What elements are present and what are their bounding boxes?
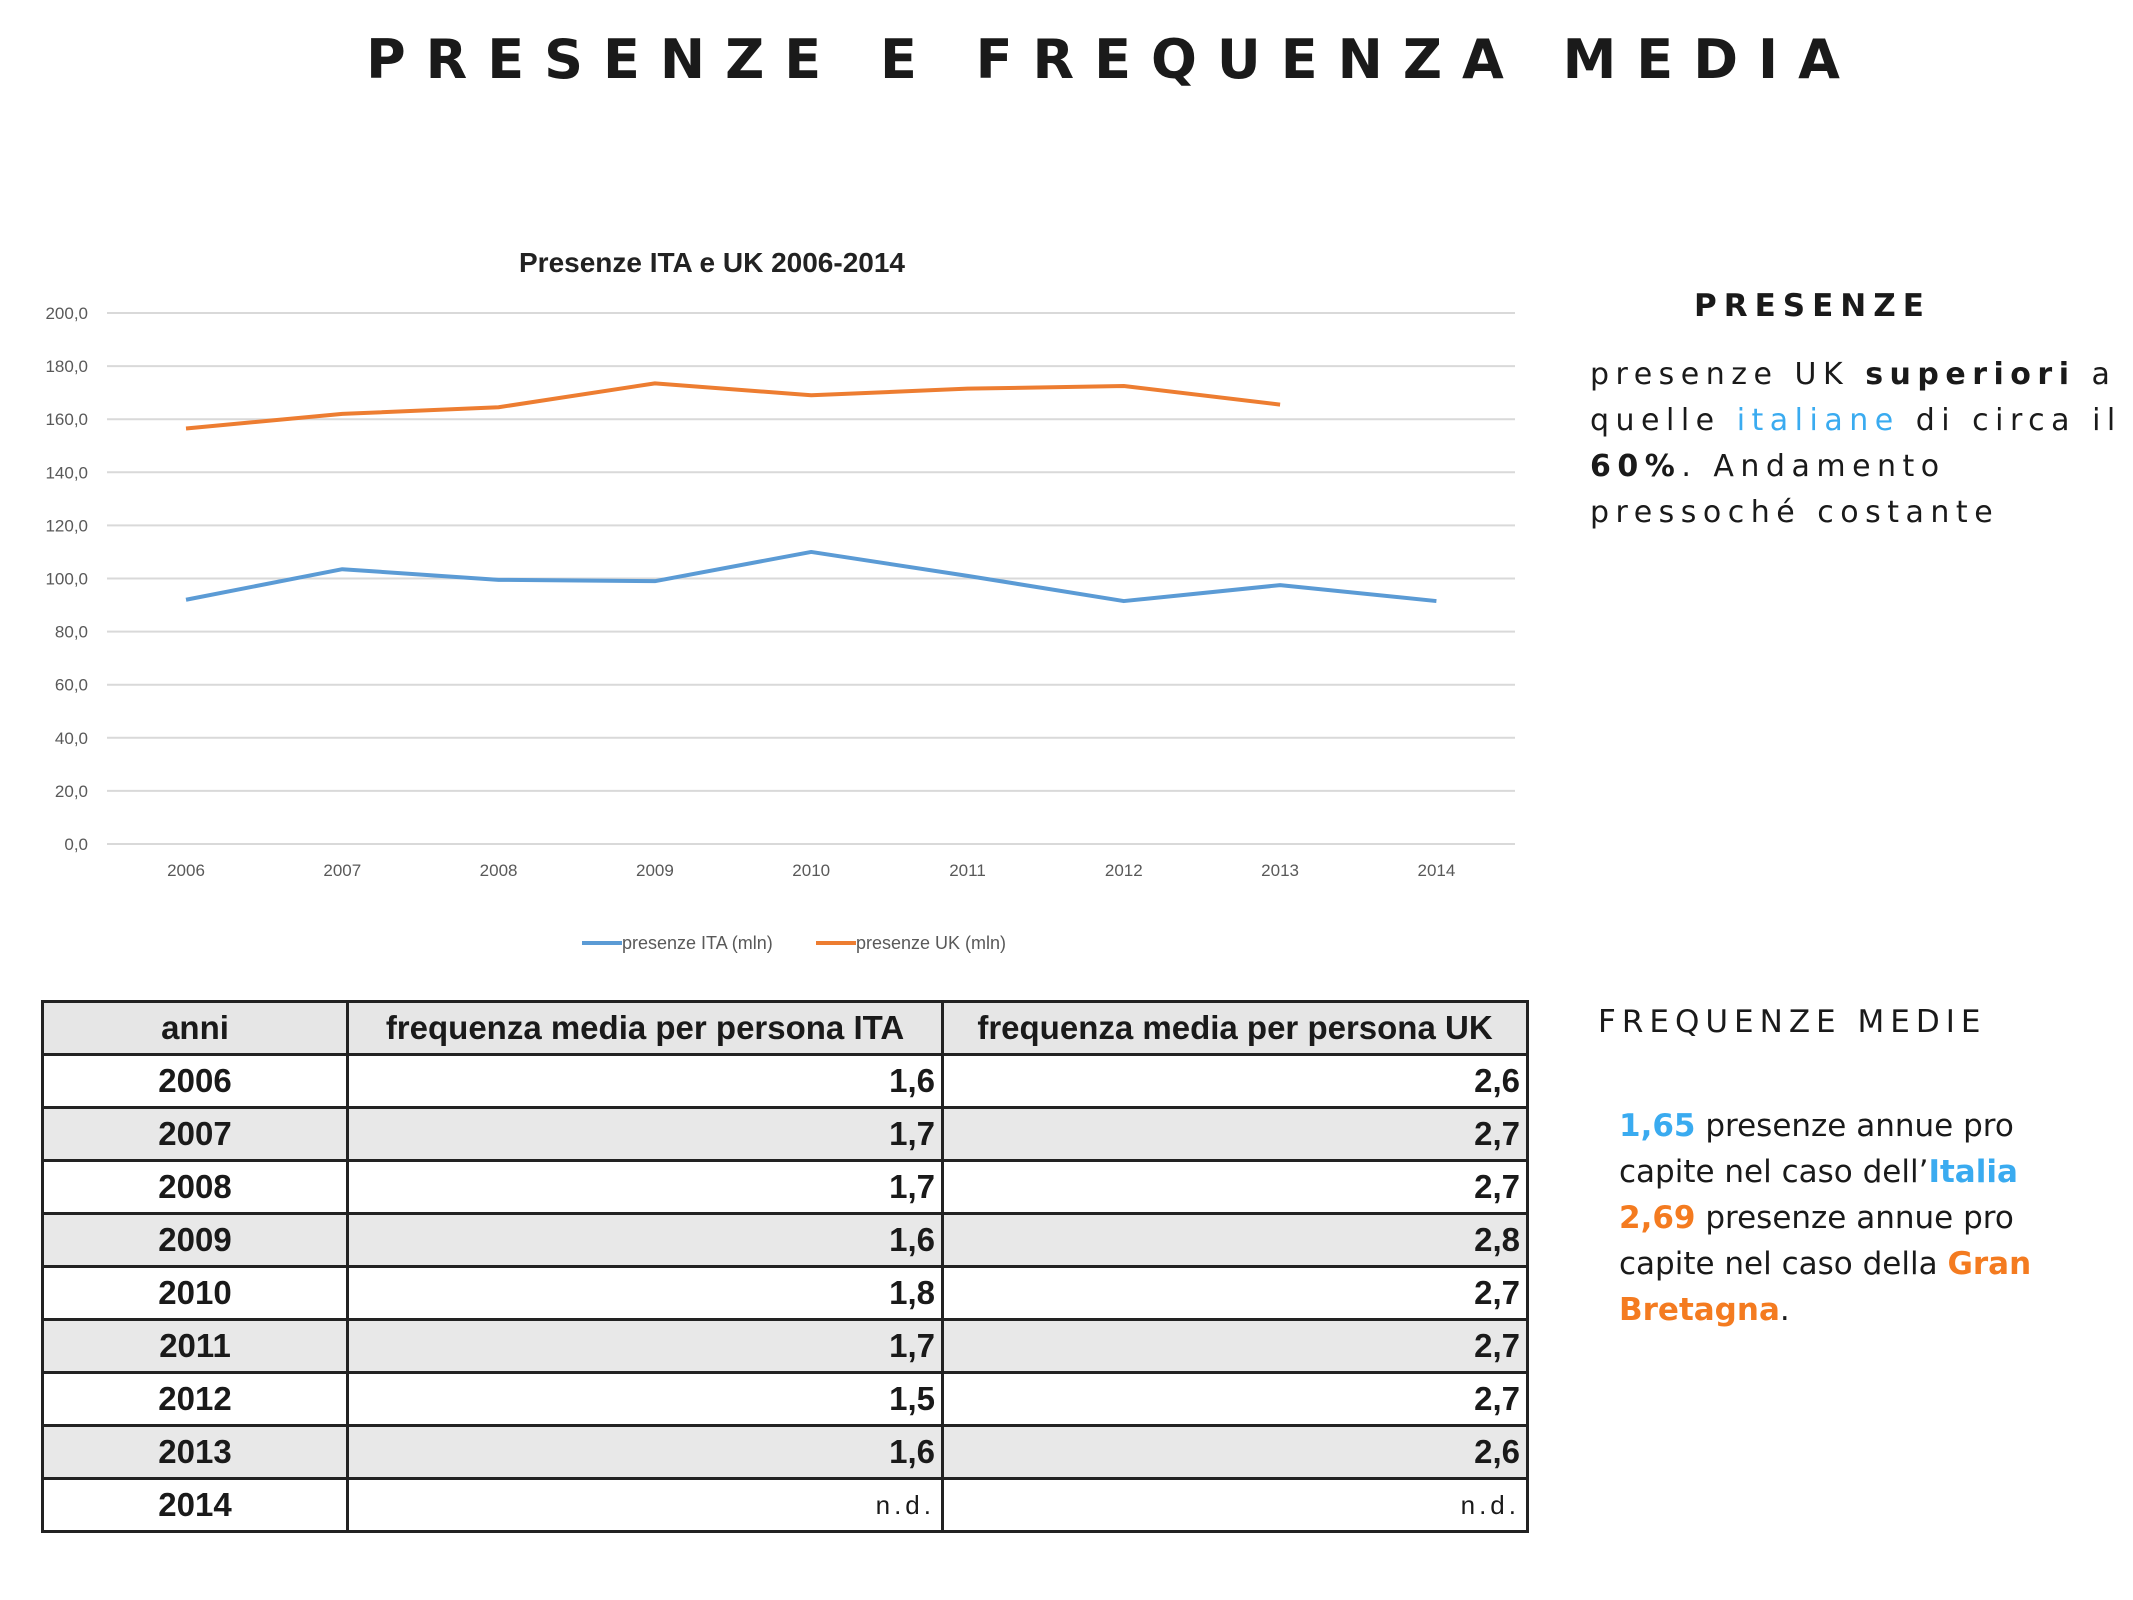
text: italiane — [1736, 403, 1900, 438]
cell-ita: 1,7 — [346, 1159, 944, 1215]
y-tick-label: 180,0 — [45, 357, 88, 376]
legend-label: presenze ITA (mln) — [622, 933, 773, 953]
x-tick-label: 2006 — [167, 861, 205, 880]
cell-ita: 1,6 — [346, 1212, 944, 1268]
x-tick-label: 2009 — [636, 861, 674, 880]
cell-year: 2007 — [41, 1106, 349, 1162]
header-uk: frequenza media per persona UK — [941, 1000, 1529, 1056]
cell-year: 2014 — [41, 1477, 349, 1533]
x-tick-label: 2007 — [323, 861, 361, 880]
header-anni: anni — [41, 1000, 349, 1056]
series-line-uk — [185, 381, 1281, 431]
line-chart: Presenze ITA e UK 2006-2014 0,0 20,0 40,0 6… — [45, 247, 1515, 953]
cell-ita: 1,7 — [346, 1106, 944, 1162]
chart-title: Presenze ITA e UK 2006-2014 — [519, 247, 905, 278]
cell-uk: 2,7 — [941, 1318, 1529, 1374]
text: Gran Bretagna — [1619, 1246, 2032, 1328]
cell-uk: 2,7 — [941, 1159, 1529, 1215]
table-header: anni frequenza media per persona ITA fre… — [41, 1000, 1529, 1056]
page-title: PRESENZE E FREQUENZA MEDIA — [366, 28, 1860, 91]
x-tick-label: 2011 — [949, 861, 986, 880]
frequenze-text: 1,65 presenze annue pro capite nel caso … — [1619, 1103, 2119, 1333]
cell-ita: 1,8 — [346, 1265, 944, 1321]
y-tick-label: 40,0 — [55, 729, 88, 748]
cell-ita: n.d. — [346, 1477, 944, 1533]
cell-uk: 2,7 — [941, 1106, 1529, 1162]
table-row: 2013 1,6 2,6 — [41, 1424, 1529, 1480]
table-row: 2007 1,7 2,7 — [41, 1106, 1529, 1162]
x-tick-label: 2013 — [1261, 861, 1299, 880]
legend-label: presenze UK (mln) — [856, 933, 1006, 953]
table-row: 2006 1,6 2,6 — [41, 1053, 1529, 1109]
series-line-ita — [185, 549, 1437, 604]
x-tick-label: 2008 — [480, 861, 518, 880]
cell-ita: 1,5 — [346, 1371, 944, 1427]
cell-uk: 2,6 — [941, 1053, 1529, 1109]
y-tick-label: 20,0 — [55, 782, 88, 801]
text: di circa il — [1899, 403, 2122, 438]
text: presenze annue pro capite nel caso dell’ — [1619, 1108, 2014, 1190]
cell-year: 2006 — [41, 1053, 349, 1109]
cell-year: 2012 — [41, 1371, 349, 1427]
x-tick-label: 2012 — [1105, 861, 1143, 880]
header-ita: frequenza media per persona ITA — [346, 1000, 944, 1056]
y-tick-label: 120,0 — [45, 516, 88, 535]
text: 60% — [1590, 449, 1682, 484]
text: presenze UK — [1590, 357, 1866, 392]
cell-uk: 2,8 — [941, 1212, 1529, 1268]
y-tick-label: 80,0 — [55, 623, 88, 642]
cell-uk: 2,7 — [941, 1265, 1529, 1321]
table-row: 2010 1,8 2,7 — [41, 1265, 1529, 1321]
table-row: 2009 1,6 2,8 — [41, 1212, 1529, 1268]
ita-value: 1,65 — [1619, 1108, 1696, 1144]
y-tick-label: 60,0 — [55, 676, 88, 695]
cell-ita: 1,6 — [346, 1424, 944, 1480]
cell-year: 2011 — [41, 1318, 349, 1374]
frequency-table: anni frequenza media per persona ITA fre… — [41, 1000, 1529, 1533]
x-tick-label: 2014 — [1417, 861, 1455, 880]
cell-ita: 1,7 — [346, 1318, 944, 1374]
frequenze-heading: FREQUENZE MEDIE — [1598, 1004, 1987, 1040]
cell-uk: n.d. — [941, 1477, 1529, 1533]
text: . Andamento pressoché costante — [1590, 449, 2000, 530]
presenze-heading: PRESENZE — [1694, 288, 1931, 324]
text: Italia — [1928, 1154, 2018, 1190]
cell-year: 2008 — [41, 1159, 349, 1215]
y-tick-label: 100,0 — [45, 570, 88, 589]
uk-value: 2,69 — [1619, 1200, 1696, 1236]
cell-ita: 1,6 — [346, 1053, 944, 1109]
cell-uk: 2,7 — [941, 1371, 1529, 1427]
y-tick-label: 0,0 — [64, 835, 88, 854]
text: superiori — [1865, 357, 2076, 392]
table-row: 2011 1,7 2,7 — [41, 1318, 1529, 1374]
table-row: 2014 n.d. n.d. — [41, 1477, 1529, 1533]
y-tick-label: 140,0 — [45, 463, 88, 482]
cell-year: 2009 — [41, 1212, 349, 1268]
x-tick-label: 2010 — [792, 861, 830, 880]
cell-year: 2013 — [41, 1424, 349, 1480]
text: . — [1779, 1292, 1790, 1328]
cell-uk: 2,6 — [941, 1424, 1529, 1480]
text: a quelle — [1590, 357, 2117, 438]
table-row: 2008 1,7 2,7 — [41, 1159, 1529, 1215]
y-tick-label: 200,0 — [45, 304, 88, 323]
table-row: 2012 1,5 2,7 — [41, 1371, 1529, 1427]
presenze-text: presenze UK superiori a quelle italiane … — [1590, 352, 2130, 536]
y-tick-label: 160,0 — [45, 410, 88, 429]
cell-year: 2010 — [41, 1265, 349, 1321]
text: presenze annue pro capite nel caso della — [1619, 1200, 2014, 1282]
